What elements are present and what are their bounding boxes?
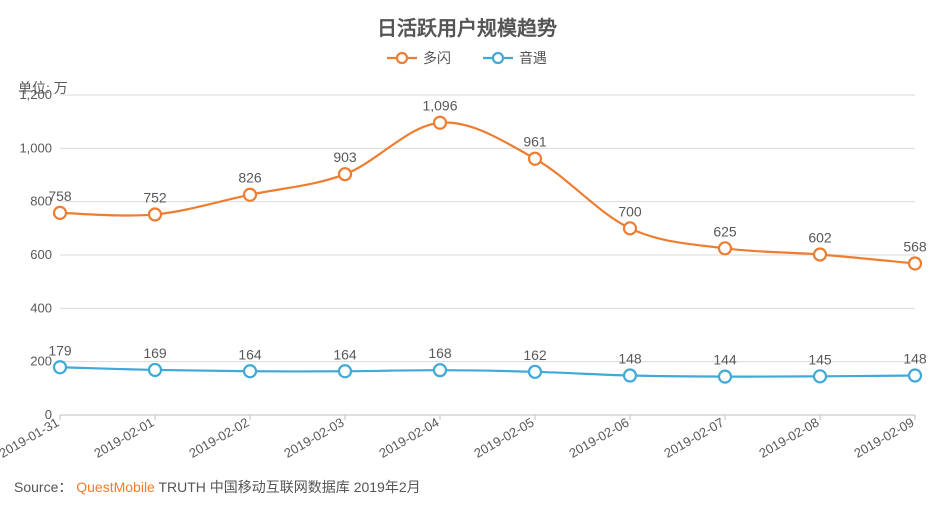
- chart-container: 日活跃用户规模趋势 单位: 万 多闪 音遇 02004006008001,000…: [0, 0, 934, 505]
- svg-text:2019-02-06: 2019-02-06: [566, 415, 631, 461]
- svg-text:179: 179: [48, 342, 72, 358]
- svg-text:2019-02-09: 2019-02-09: [851, 415, 916, 461]
- svg-text:826: 826: [238, 170, 262, 186]
- source-brand: QuestMobile: [76, 479, 155, 495]
- svg-text:625: 625: [713, 223, 737, 239]
- source-suffix: TRUTH 中国移动互联网数据库 2019年2月: [158, 479, 420, 495]
- svg-text:758: 758: [48, 188, 72, 204]
- source-prefix: Source：: [14, 479, 72, 495]
- svg-text:164: 164: [238, 346, 262, 362]
- svg-text:2019-02-02: 2019-02-02: [186, 415, 251, 461]
- svg-text:2019-02-07: 2019-02-07: [661, 415, 726, 461]
- svg-text:1,000: 1,000: [19, 140, 52, 155]
- svg-text:1,200: 1,200: [19, 87, 52, 102]
- svg-text:168: 168: [428, 345, 452, 361]
- svg-text:162: 162: [523, 347, 547, 363]
- svg-text:2019-02-08: 2019-02-08: [756, 415, 821, 461]
- svg-text:169: 169: [143, 345, 167, 361]
- svg-text:148: 148: [618, 351, 642, 367]
- svg-text:2019-02-01: 2019-02-01: [91, 415, 156, 461]
- svg-text:602: 602: [808, 229, 832, 245]
- svg-text:2019-02-04: 2019-02-04: [376, 415, 441, 461]
- svg-text:2019-02-05: 2019-02-05: [471, 415, 536, 461]
- source-line: Source： QuestMobile TRUTH 中国移动互联网数据库 201…: [14, 477, 421, 497]
- svg-text:903: 903: [333, 149, 357, 165]
- svg-text:164: 164: [333, 346, 357, 362]
- svg-text:2019-02-03: 2019-02-03: [281, 415, 346, 461]
- svg-text:700: 700: [618, 203, 642, 219]
- svg-text:568: 568: [903, 239, 927, 255]
- chart-svg: 02004006008001,0001,2002019-01-312019-02…: [0, 0, 934, 505]
- svg-text:1,096: 1,096: [422, 98, 457, 114]
- svg-text:145: 145: [808, 351, 832, 367]
- svg-text:400: 400: [30, 300, 52, 315]
- svg-text:144: 144: [713, 352, 737, 368]
- svg-text:752: 752: [143, 189, 167, 205]
- svg-text:600: 600: [30, 247, 52, 262]
- svg-text:148: 148: [903, 351, 927, 367]
- svg-text:961: 961: [523, 134, 547, 150]
- svg-text:2019-01-31: 2019-01-31: [0, 415, 62, 461]
